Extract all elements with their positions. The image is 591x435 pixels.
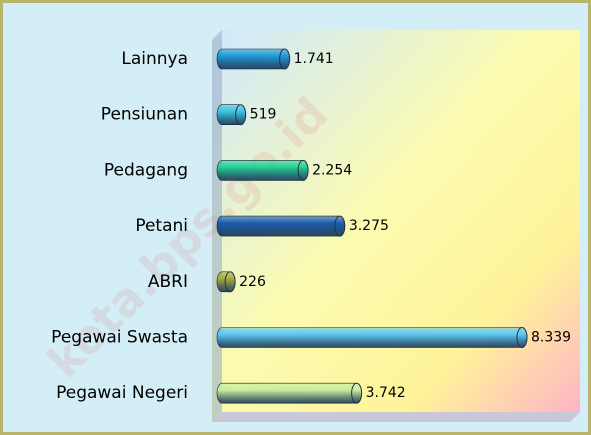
bar-cap: [279, 48, 291, 70]
category-label: Lainnya: [121, 49, 188, 69]
floor: [212, 412, 580, 422]
bar: [216, 382, 362, 404]
category-label: Pegawai Negeri: [56, 383, 188, 403]
bar: [216, 327, 528, 348]
value-label: 8.339: [531, 330, 571, 346]
bar-cap: [334, 215, 346, 237]
bar-cap: [224, 271, 236, 293]
category-label: Pegawai Swasta: [51, 328, 188, 348]
value-label: 226: [239, 274, 266, 290]
bar-cap: [235, 104, 247, 126]
category-label: Pedagang: [104, 160, 188, 180]
plot-area: [212, 30, 580, 422]
value-label: 3.275: [349, 218, 389, 234]
category-label: ABRI: [148, 272, 188, 292]
bar: [216, 215, 346, 237]
bar-cap: [351, 382, 363, 404]
category-label: Petani: [135, 216, 188, 236]
bar: [216, 48, 290, 70]
value-label: 1.741: [294, 51, 334, 67]
bar: [216, 160, 309, 181]
value-label: 519: [250, 107, 277, 123]
bar-cap: [516, 327, 528, 348]
value-label: 3.742: [366, 385, 406, 401]
category-label: Pensiunan: [101, 105, 188, 125]
value-label: 2.254: [312, 162, 352, 178]
bar: [216, 104, 246, 125]
bar-cap: [297, 159, 309, 181]
